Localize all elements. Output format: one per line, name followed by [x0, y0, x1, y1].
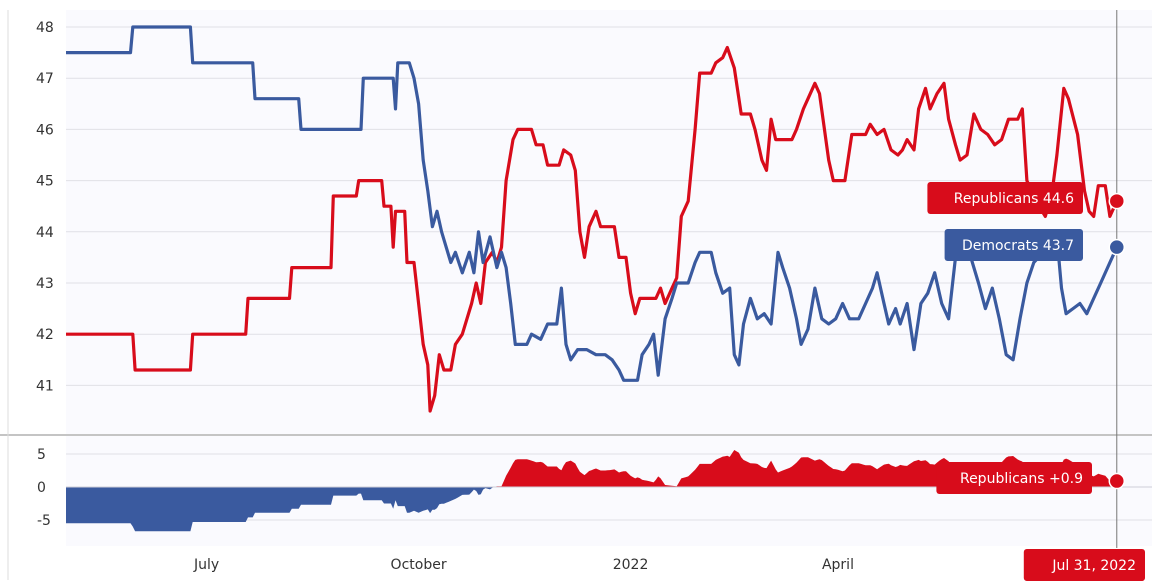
- y-tick-label: 41: [36, 378, 54, 394]
- x-tick-label: 2022: [613, 557, 649, 573]
- tag-democrats: Democrats 43.7: [944, 229, 1083, 261]
- tag-republicans-text: Republicans 44.6: [954, 191, 1074, 207]
- hover-tags: Republicans 44.6 Democrats 43.7 Republican…: [927, 182, 1145, 581]
- y-tick-label: 44: [36, 225, 54, 241]
- y-tick-label-margin: 0: [37, 480, 46, 496]
- hover-marker-margin: [1108, 472, 1126, 490]
- series-line-republicans: [66, 45, 1119, 413]
- tag-margin-text: Republicans +0.9: [960, 471, 1083, 487]
- y-tick-label: 43: [36, 276, 54, 292]
- y-tick-label-margin: 5: [37, 447, 46, 463]
- tag-margin-box: [936, 462, 1092, 494]
- x-tick-label: October: [391, 557, 447, 573]
- tag-democrats-box: [944, 229, 1083, 261]
- x-tick-label: April: [822, 557, 854, 573]
- y-tick-label: 45: [36, 174, 54, 190]
- tag-hover-date-text: Jul 31, 2022: [1051, 558, 1136, 574]
- tag-hover-date: Jul 31, 2022: [1023, 549, 1145, 581]
- series-lines: [66, 25, 1119, 413]
- y-tick-label-margin: -5: [37, 513, 51, 529]
- x-axis-ticks: July October 2022 April: [193, 557, 854, 573]
- tag-margin: Republicans +0.9: [936, 462, 1092, 494]
- series-line-democrats: [66, 25, 1119, 382]
- margin-area-democrat: [66, 487, 1117, 532]
- tag-republicans: Republicans 44.6: [927, 182, 1083, 214]
- margin-area-republican: [66, 450, 1117, 487]
- tag-democrats-text: Democrats 43.7: [962, 238, 1074, 254]
- y-tick-label: 46: [36, 122, 54, 138]
- y-tick-label: 48: [36, 20, 54, 36]
- x-tick-label: July: [193, 557, 219, 573]
- y-tick-label: 47: [36, 71, 54, 87]
- tag-hover-date-box: [1023, 549, 1145, 581]
- hover-marker-democrats: [1108, 238, 1126, 256]
- hover-markers: [1108, 192, 1126, 490]
- top-plot-background: [66, 10, 1152, 434]
- y-tick-label: 42: [36, 327, 54, 343]
- hover-marker-republicans: [1108, 192, 1126, 210]
- y-axis-ticks: 41 42 43 44 45 46 47 48 -5 0 5: [36, 20, 54, 529]
- tag-republicans-box: [927, 182, 1083, 214]
